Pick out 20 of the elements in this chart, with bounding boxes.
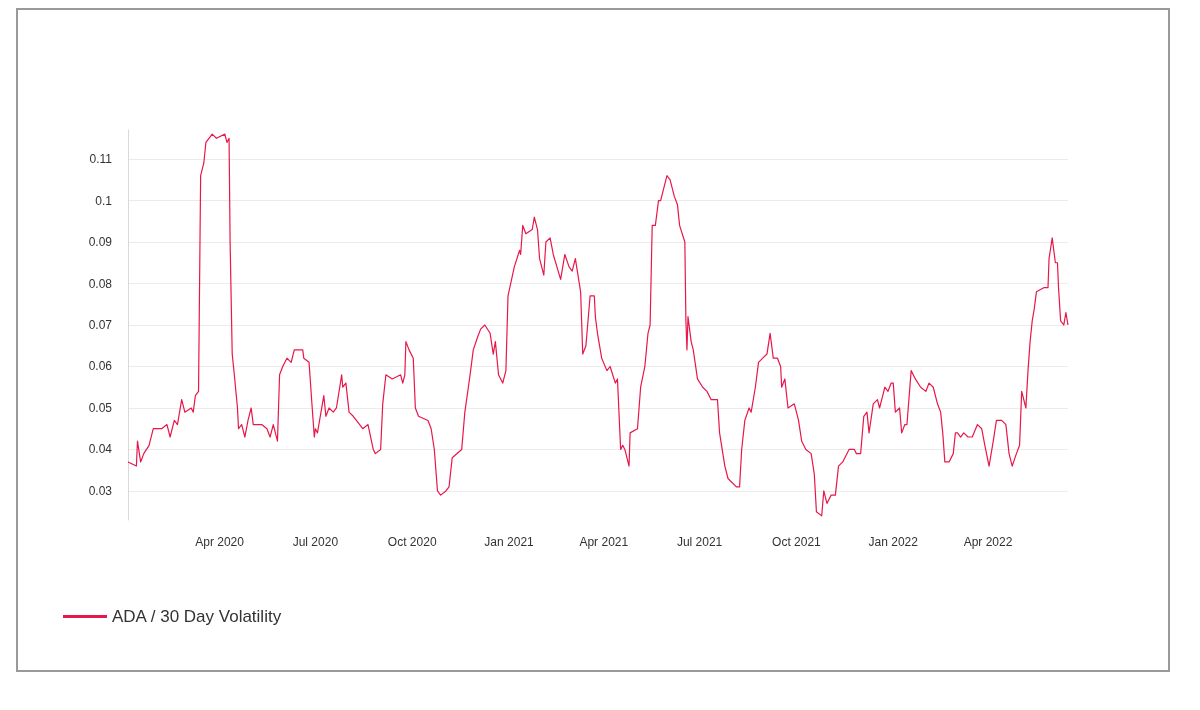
legend-label: ADA / 30 Day Volatility (112, 607, 282, 626)
x-tick-label: Jul 2020 (292, 535, 339, 549)
x-tick-label: Jan 2022 (868, 535, 919, 549)
x-tick-label: Apr 2020 (195, 535, 245, 549)
y-tick-label: 0.11 (89, 152, 113, 167)
x-tick-label: Jul 2021 (676, 535, 723, 549)
x-tick-label: Jan 2021 (484, 535, 535, 549)
y-tick-label: 0.07 (88, 318, 113, 332)
y-tick-label: 0.1 (95, 193, 113, 208)
x-tick-label: Apr 2022 (963, 535, 1013, 549)
y-tick-label: 0.04 (88, 442, 113, 457)
y-tick-label: 0.06 (88, 359, 113, 374)
x-tick-label: Oct 2020 (387, 535, 437, 549)
y-tick-label: 0.08 (88, 276, 113, 291)
x-tick-label: Apr 2021 (579, 535, 629, 549)
x-tick-label: Oct 2021 (772, 535, 822, 549)
y-tick-label: 0.09 (88, 235, 113, 250)
line-series (127, 133, 1069, 517)
y-tick-label: 0.05 (88, 400, 113, 415)
y-tick-label: 0.03 (88, 483, 113, 498)
